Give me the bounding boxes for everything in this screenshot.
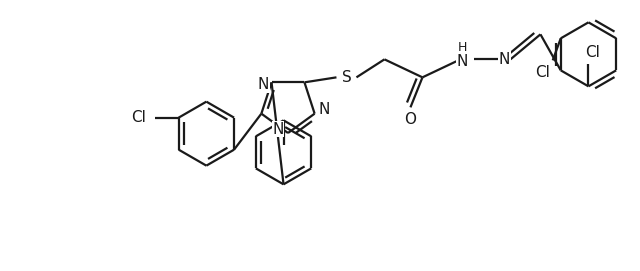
Text: N: N	[272, 121, 284, 137]
Text: S: S	[342, 70, 351, 85]
Text: Cl: Cl	[131, 110, 146, 125]
Text: N: N	[457, 54, 468, 69]
Text: N: N	[319, 102, 330, 117]
Text: H: H	[458, 41, 467, 54]
Text: N: N	[499, 52, 510, 67]
Text: Cl: Cl	[585, 45, 600, 60]
Text: O: O	[404, 112, 417, 127]
Text: N: N	[258, 77, 269, 92]
Text: Cl: Cl	[535, 65, 550, 80]
